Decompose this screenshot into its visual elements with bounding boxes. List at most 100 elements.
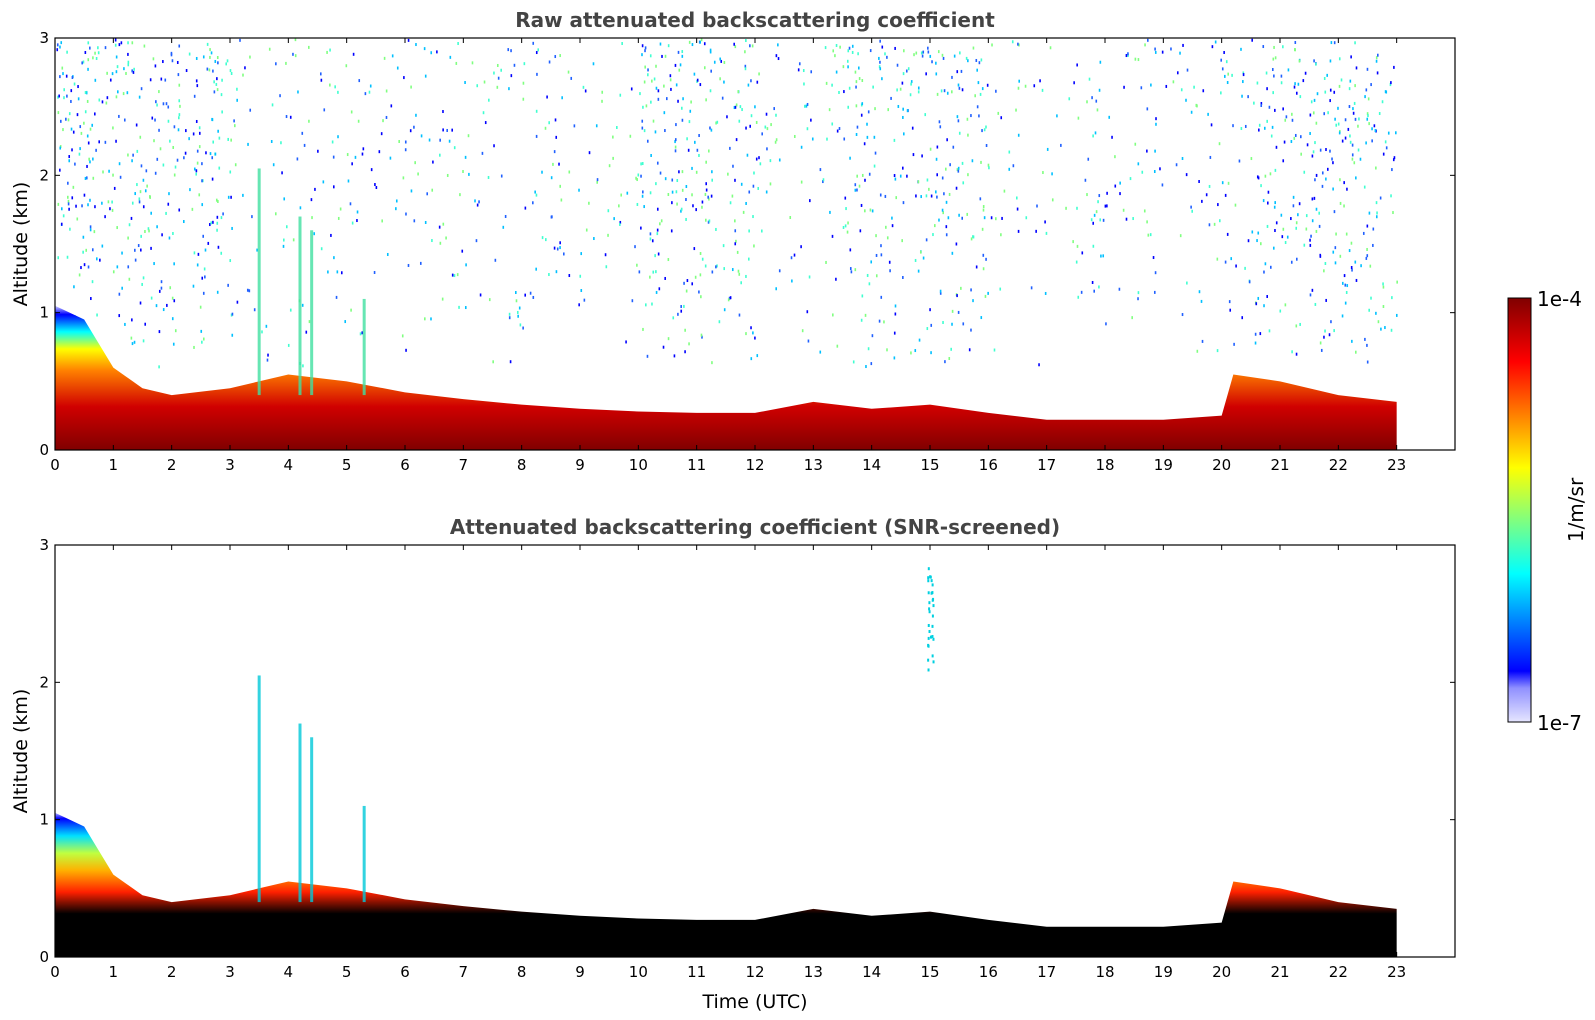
noise-point bbox=[1324, 329, 1326, 333]
noise-point bbox=[468, 172, 470, 176]
noise-point bbox=[69, 227, 71, 231]
noise-point bbox=[81, 204, 83, 208]
noise-point bbox=[230, 195, 232, 199]
noise-point bbox=[891, 224, 894, 228]
noise-point bbox=[625, 340, 627, 344]
noise-point bbox=[149, 78, 152, 82]
noise-point bbox=[336, 270, 339, 274]
x-tick-label: 10 bbox=[629, 963, 648, 981]
noise-point bbox=[944, 360, 946, 364]
noise-point bbox=[218, 136, 221, 140]
noise-point bbox=[727, 298, 730, 302]
noise-point bbox=[221, 78, 223, 82]
noise-point bbox=[370, 168, 373, 172]
noise-point bbox=[983, 128, 986, 132]
noise-point bbox=[1382, 285, 1385, 289]
noise-point bbox=[86, 134, 89, 138]
noise-point bbox=[729, 201, 732, 205]
noise-point bbox=[933, 224, 936, 228]
noise-point bbox=[1176, 71, 1179, 75]
noise-point bbox=[985, 257, 987, 261]
noise-point bbox=[691, 43, 694, 47]
noise-point bbox=[1241, 94, 1243, 98]
noise-point bbox=[101, 244, 104, 248]
noise-point bbox=[1291, 112, 1293, 116]
noise-point bbox=[1224, 74, 1226, 78]
x-tick-label: 5 bbox=[342, 963, 352, 981]
noise-point bbox=[1357, 124, 1359, 128]
noise-point bbox=[775, 138, 778, 142]
noise-point bbox=[1024, 84, 1027, 88]
noise-point bbox=[1161, 50, 1164, 54]
noise-point bbox=[61, 66, 64, 70]
noise-point bbox=[679, 63, 682, 67]
noise-point bbox=[121, 251, 123, 255]
noise-point bbox=[1146, 107, 1149, 111]
noise-point bbox=[1016, 207, 1019, 211]
noise-point bbox=[620, 193, 622, 197]
noise-point bbox=[928, 187, 930, 191]
noise-point bbox=[1324, 90, 1327, 94]
noise-point bbox=[1106, 204, 1108, 208]
noise-point bbox=[373, 270, 376, 274]
noise-point bbox=[1248, 280, 1251, 284]
noise-point bbox=[1329, 149, 1331, 153]
noise-point bbox=[650, 154, 652, 158]
noise-point bbox=[927, 50, 930, 54]
noise-point bbox=[174, 329, 177, 333]
noise-point bbox=[115, 95, 118, 99]
noise-point bbox=[902, 201, 905, 205]
noise-point bbox=[1372, 227, 1375, 231]
noise-point bbox=[1377, 320, 1380, 324]
noise-point bbox=[1122, 208, 1125, 212]
noise-point bbox=[747, 83, 750, 87]
noise-point bbox=[1225, 60, 1228, 64]
noise-point bbox=[123, 118, 126, 122]
noise-point bbox=[893, 331, 896, 335]
noise-point bbox=[239, 38, 241, 42]
noise-point bbox=[155, 304, 158, 308]
noise-point bbox=[134, 248, 136, 252]
noise-point bbox=[515, 291, 517, 295]
noise-point bbox=[541, 236, 544, 240]
noise-point bbox=[677, 50, 680, 54]
noise-point bbox=[1154, 149, 1156, 153]
noise-point bbox=[1379, 196, 1382, 200]
noise-point bbox=[759, 162, 762, 166]
noise-point bbox=[248, 289, 251, 293]
noise-point bbox=[764, 125, 767, 129]
noise-point bbox=[150, 246, 152, 250]
noise-point bbox=[1396, 280, 1398, 284]
noise-point bbox=[595, 124, 598, 128]
noise-point bbox=[637, 173, 640, 177]
noise-point bbox=[410, 85, 412, 89]
noise-point bbox=[1364, 337, 1366, 341]
noise-point bbox=[206, 67, 209, 71]
noise-point bbox=[532, 201, 534, 205]
noise-point bbox=[78, 152, 81, 156]
noise-point bbox=[1335, 123, 1338, 127]
noise-point bbox=[1332, 161, 1334, 165]
noise-point bbox=[1329, 59, 1332, 63]
noise-point bbox=[1268, 105, 1271, 109]
noise-point bbox=[1347, 127, 1350, 131]
noise-point bbox=[131, 342, 134, 346]
noise-point bbox=[765, 190, 768, 194]
noise-point bbox=[710, 128, 713, 132]
noise-point bbox=[742, 210, 745, 214]
noise-point bbox=[77, 97, 80, 101]
noise-point bbox=[960, 69, 963, 73]
noise-point bbox=[1250, 157, 1253, 161]
noise-point bbox=[230, 313, 233, 317]
noise-point bbox=[688, 120, 691, 124]
noise-point bbox=[663, 111, 666, 115]
noise-point bbox=[1273, 205, 1276, 209]
noise-point bbox=[167, 202, 170, 206]
noise-point bbox=[660, 219, 663, 223]
noise-point bbox=[944, 167, 947, 171]
residual-point bbox=[927, 591, 930, 595]
noise-point bbox=[723, 267, 726, 271]
noise-point bbox=[858, 184, 861, 188]
noise-point bbox=[951, 90, 953, 94]
noise-point bbox=[1337, 122, 1340, 126]
